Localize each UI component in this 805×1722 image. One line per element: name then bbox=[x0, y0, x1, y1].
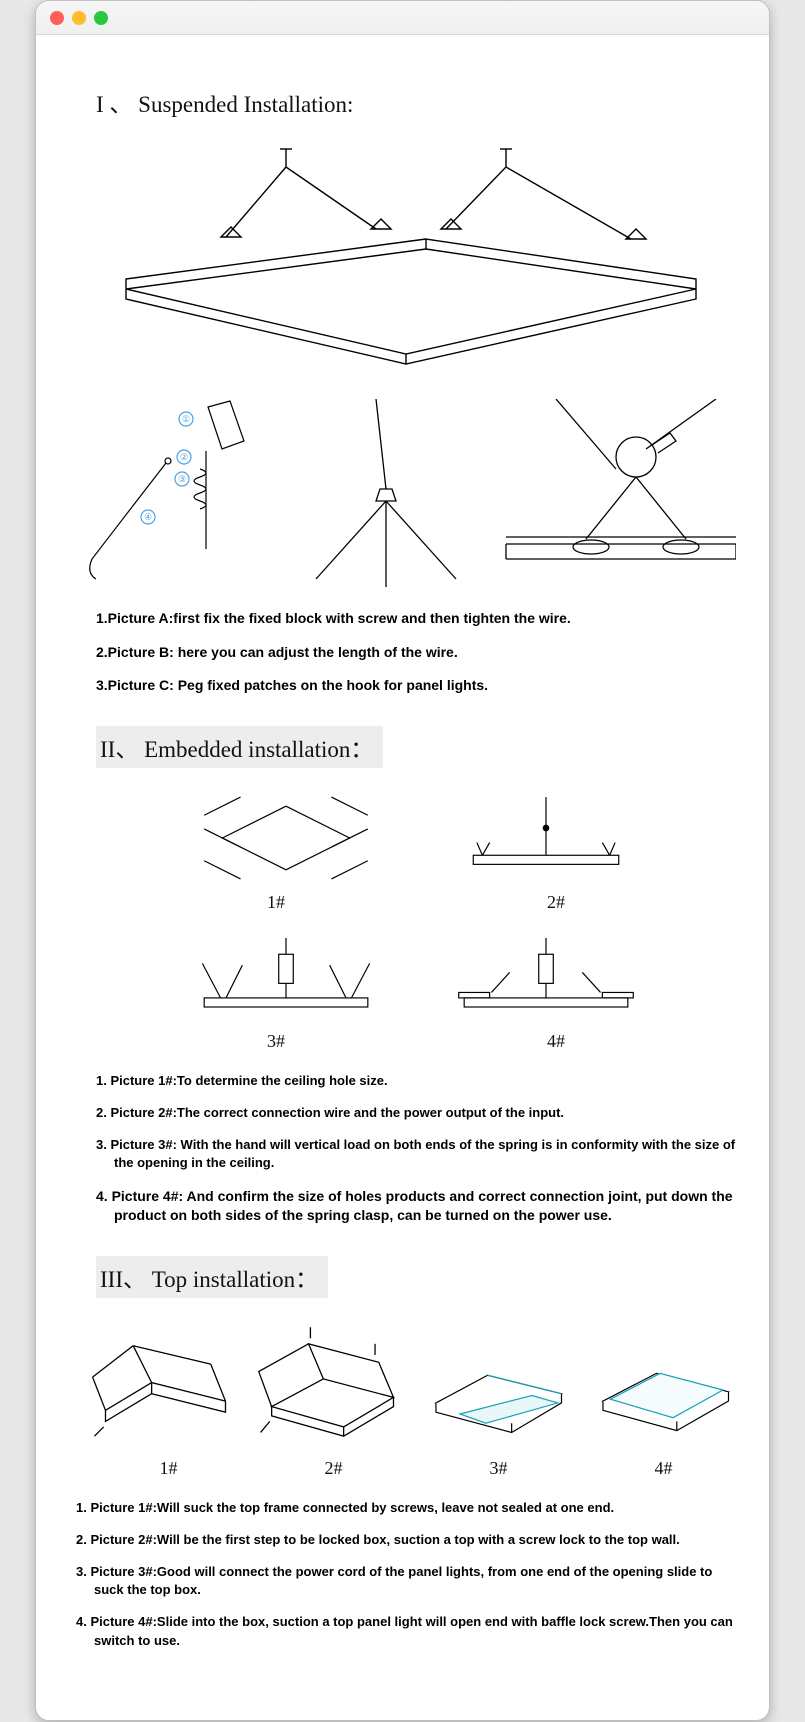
titlebar bbox=[36, 1, 769, 35]
step-text: 3. Picture 3#: With the hand will vertic… bbox=[96, 1136, 739, 1172]
section-1-diagram-main bbox=[76, 139, 739, 379]
step-text: 3.Picture C: Peg fixed patches on the ho… bbox=[96, 676, 739, 696]
minimize-icon[interactable] bbox=[72, 11, 86, 25]
section-1-title: I 、 Suspended Installation: bbox=[96, 85, 739, 119]
diagram-label: 4# bbox=[547, 1031, 565, 1052]
section-1-steps: 1.Picture A:first fix the fixed block wi… bbox=[96, 609, 739, 696]
document-body: I 、 Suspended Installation: bbox=[36, 35, 769, 1720]
close-icon[interactable] bbox=[50, 11, 64, 25]
section-3-steps: 1. Picture 1#:Will suck the top frame co… bbox=[76, 1499, 739, 1650]
step-text: 1. Picture 1#:To determine the ceiling h… bbox=[96, 1072, 739, 1090]
diagram-label: 3# bbox=[490, 1458, 508, 1479]
diagram-label: 3# bbox=[267, 1031, 285, 1052]
step-text: 1.Picture A:first fix the fixed block wi… bbox=[96, 609, 739, 629]
zoom-icon[interactable] bbox=[94, 11, 108, 25]
diagram-label: 4# bbox=[655, 1458, 673, 1479]
badge-4: ④ bbox=[144, 512, 152, 522]
section-2-title-label: II、 Embedded installation： bbox=[96, 726, 383, 768]
section-2-diagrams: 1# 2# bbox=[136, 788, 696, 1052]
section-3-diagrams bbox=[86, 1318, 739, 1438]
document-window: I 、 Suspended Installation: bbox=[35, 0, 770, 1721]
step-text: 1. Picture 1#:Will suck the top frame co… bbox=[76, 1499, 739, 1517]
step-text: 2. Picture 2#:The correct connection wir… bbox=[96, 1104, 739, 1122]
section-2-title: II、 Embedded installation： bbox=[96, 726, 739, 768]
section-3-title-label: III、 Top installation： bbox=[96, 1256, 328, 1298]
section-3-title: III、 Top installation： bbox=[96, 1256, 739, 1298]
section-1-diagram-details: ① ② ③ ④ bbox=[76, 399, 739, 589]
diagram-label: 2# bbox=[325, 1458, 343, 1479]
section-2-steps: 1. Picture 1#:To determine the ceiling h… bbox=[96, 1072, 739, 1226]
diagram-label: 2# bbox=[547, 892, 565, 913]
step-text: 2.Picture B: here you can adjust the len… bbox=[96, 643, 739, 663]
step-text: 2. Picture 2#:Will be the first step to … bbox=[76, 1531, 739, 1549]
badge-3: ③ bbox=[178, 474, 186, 484]
diagram-label: 1# bbox=[267, 892, 285, 913]
badge-1: ① bbox=[182, 414, 190, 424]
step-text: 3. Picture 3#:Good will connect the powe… bbox=[76, 1563, 739, 1599]
badge-2: ② bbox=[180, 452, 188, 462]
step-text: 4. Picture 4#: And confirm the size of h… bbox=[96, 1187, 739, 1226]
step-text: 4. Picture 4#:Slide into the box, suctio… bbox=[76, 1613, 739, 1649]
diagram-label: 1# bbox=[160, 1458, 178, 1479]
